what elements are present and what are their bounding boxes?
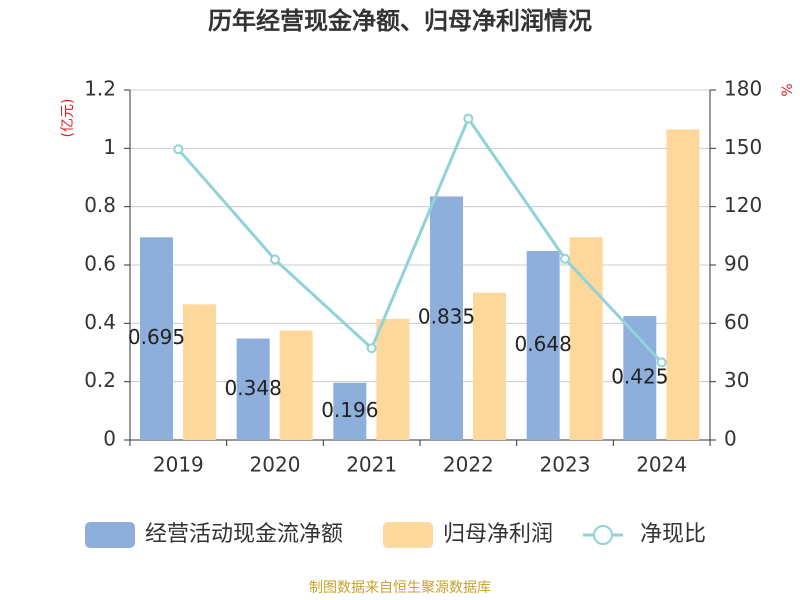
bar [430,196,463,440]
y-tick-label: 0.2 [84,368,116,392]
bar [526,251,560,440]
bar [666,129,700,440]
y2-tick-label: 60 [724,310,749,334]
bar [279,330,313,440]
bar [473,292,506,440]
y2-tick-label: 0 [724,427,737,451]
line-point [463,113,474,124]
legend-label: 经营活动现金流净额 [145,522,343,547]
bar [623,316,657,440]
line-point [656,357,667,368]
y2-tick-label: 90 [724,252,749,276]
x-tick-label: 2020 [250,453,301,477]
bar [236,338,270,440]
y-tick-label: 0 [103,427,116,451]
y2-tick-label: 30 [724,368,749,392]
legend-swatch [383,522,433,548]
data-label: 0.835 [418,305,475,329]
line-point [173,144,184,155]
legend-swatch [85,522,135,548]
data-label: 0.348 [225,376,282,400]
x-tick-label: 2021 [346,453,397,477]
y2-tick-label: 120 [724,193,762,217]
x-tick-label: 2024 [636,453,687,477]
line-point [270,254,280,265]
data-label: 0.648 [515,332,572,356]
bar [376,318,410,440]
legend-marker [593,525,613,545]
bar [333,382,367,440]
y-tick-label: 0.4 [84,310,116,334]
y-tick-label: 0.6 [84,252,116,276]
x-tick-label: 2019 [153,453,204,477]
legend-label: 归母净利润 [443,522,553,547]
y-tick-label: 1 [103,135,116,159]
data-label: 0.425 [611,365,668,389]
line-point [560,253,570,264]
line [177,115,663,364]
y-tick-label: 1.2 [84,77,116,101]
chart-title: 历年经营现金净额、归母净利润情况 [208,7,592,35]
bar [140,237,173,440]
bar [183,304,216,440]
data-label: 0.695 [128,325,185,349]
y2-tick-label: 180 [724,77,762,101]
y-axis-label: (亿元) [60,99,76,138]
y-tick-label: 0.8 [84,193,116,217]
y2-tick-label: 150 [724,135,762,159]
data-label: 0.196 [321,398,378,422]
y2-axis-label: % [780,83,796,96]
line-point [366,343,377,354]
source-note: 制图数据来自恒生聚源数据库 [309,580,491,596]
x-tick-label: 2022 [443,453,494,477]
x-tick-label: 2023 [540,453,591,477]
legend-label: 净现比 [640,522,706,547]
